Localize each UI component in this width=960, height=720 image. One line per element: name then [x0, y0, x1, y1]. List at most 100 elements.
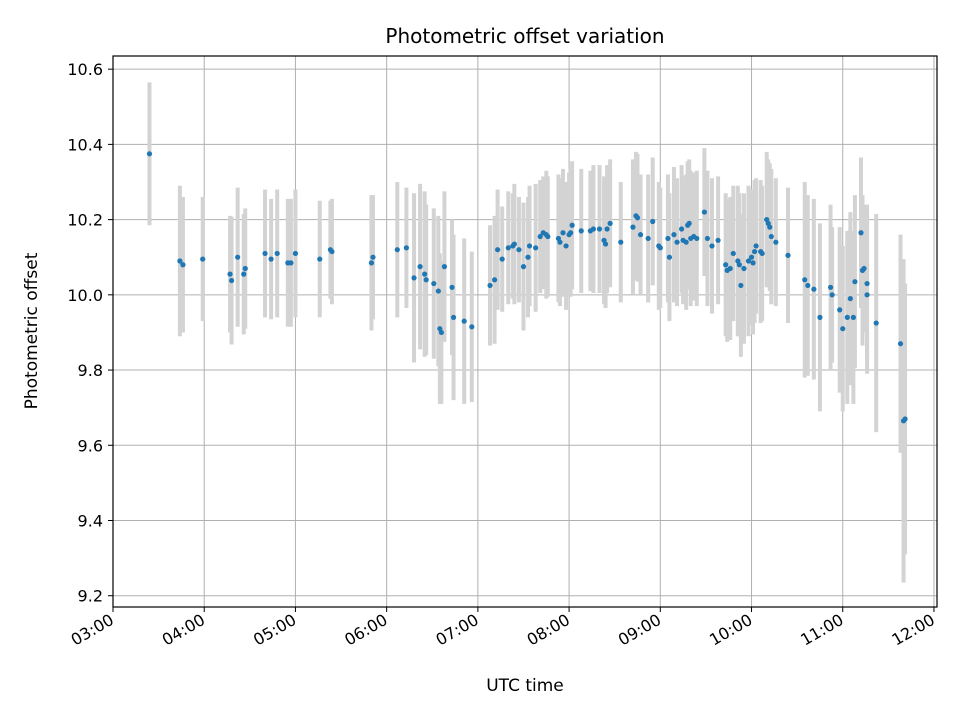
- x-axis-title: UTC time: [486, 676, 564, 696]
- data-point: [227, 271, 233, 277]
- data-point: [805, 282, 811, 289]
- data-point: [751, 248, 758, 255]
- data-point: [723, 262, 729, 268]
- data-point: [368, 260, 375, 266]
- data-point: [604, 226, 610, 232]
- data-point: [235, 254, 241, 260]
- data-point: [417, 264, 423, 270]
- data-point: [288, 260, 294, 266]
- data-point: [847, 295, 853, 302]
- data-point: [802, 277, 808, 283]
- data-point: [568, 230, 574, 236]
- data-point: [902, 416, 908, 422]
- data-point: [435, 288, 441, 294]
- data-point: [200, 256, 206, 262]
- data-point: [545, 233, 551, 240]
- y-tick-label: 10.0: [67, 286, 103, 305]
- data-point: [701, 209, 707, 215]
- data-point: [146, 151, 153, 157]
- data-point: [317, 256, 323, 262]
- data-point: [864, 292, 870, 298]
- data-point: [242, 265, 248, 272]
- data-point: [511, 241, 517, 247]
- data-point: [736, 262, 742, 268]
- data-point: [516, 247, 522, 253]
- data-point: [469, 324, 475, 330]
- data-point: [683, 239, 689, 245]
- data-point: [533, 245, 539, 251]
- data-point: [431, 280, 437, 287]
- data-point: [715, 237, 721, 243]
- y-tick-label: 10.2: [67, 211, 103, 230]
- data-point: [741, 265, 747, 272]
- data-point: [657, 245, 663, 251]
- data-point: [704, 235, 711, 242]
- data-point: [864, 280, 870, 287]
- data-point: [861, 265, 867, 272]
- data-point: [666, 254, 673, 260]
- data-point: [767, 224, 773, 230]
- data-point: [262, 250, 268, 257]
- data-point: [578, 228, 584, 234]
- data-point: [177, 258, 183, 264]
- data-point: [837, 307, 843, 313]
- data-point: [520, 264, 527, 270]
- data-point: [840, 326, 846, 332]
- data-point: [650, 218, 656, 225]
- data-point: [678, 226, 685, 232]
- data-point: [411, 275, 417, 281]
- chart-title: Photometric offset variation: [385, 24, 664, 48]
- data-point: [730, 250, 736, 257]
- data-point: [634, 215, 641, 221]
- y-tick-label: 9.6: [78, 436, 103, 455]
- data-point: [630, 224, 636, 230]
- data-point: [671, 232, 677, 238]
- grid: [112, 56, 937, 607]
- data-point: [560, 230, 566, 236]
- plot-frame: [112, 55, 938, 608]
- data-point: [228, 277, 235, 284]
- data-point: [768, 233, 774, 240]
- data-point: [827, 284, 834, 290]
- data-point: [738, 282, 744, 289]
- data-point: [618, 239, 624, 245]
- data-point: [596, 226, 603, 232]
- data-points: [146, 151, 908, 424]
- data-point: [370, 254, 376, 260]
- data-point: [241, 271, 247, 277]
- data-point: [268, 256, 274, 262]
- data-point: [180, 262, 186, 268]
- data-point: [441, 264, 448, 270]
- data-point: [495, 247, 501, 253]
- data-point: [505, 245, 511, 251]
- y-axis-title: Photometric offset: [22, 252, 42, 409]
- data-point: [674, 239, 680, 245]
- data-point: [709, 243, 715, 249]
- data-point: [850, 314, 856, 320]
- data-point: [557, 239, 563, 245]
- data-point: [607, 220, 613, 226]
- data-point: [450, 314, 457, 320]
- data-point: [637, 232, 644, 238]
- y-tick-label: 9.4: [78, 511, 103, 530]
- data-point: [727, 265, 733, 272]
- data-point: [525, 254, 531, 260]
- data-point: [858, 230, 864, 236]
- data-point: [499, 256, 505, 262]
- data-point: [274, 250, 280, 257]
- data-point: [329, 248, 335, 255]
- data-point: [750, 260, 756, 266]
- y-tick-label: 10.6: [67, 60, 103, 79]
- data-point: [423, 277, 429, 283]
- data-point: [563, 243, 569, 249]
- data-point: [829, 292, 835, 298]
- data-point: [403, 245, 410, 251]
- data-point: [897, 341, 904, 347]
- data-point: [438, 329, 444, 336]
- data-point: [817, 314, 823, 320]
- data-point: [526, 243, 533, 249]
- y-tick-label: 9.2: [78, 587, 103, 606]
- data-point: [852, 279, 858, 285]
